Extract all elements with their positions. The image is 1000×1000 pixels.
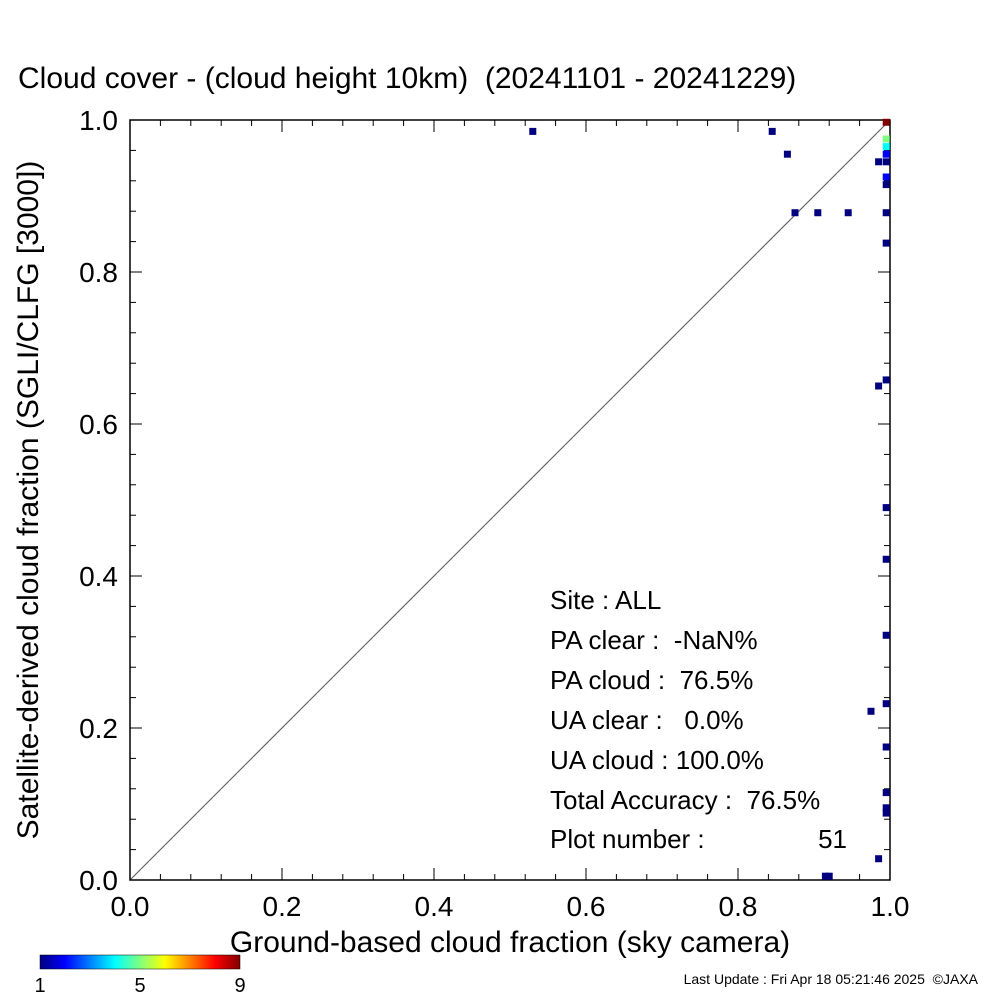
data-point — [844, 209, 852, 217]
one-to-one-line — [129, 119, 891, 881]
data-point — [882, 135, 890, 143]
stats-box: Site : ALL PA clear : -NaN% PA cloud : 7… — [550, 585, 847, 854]
data-point — [867, 707, 875, 715]
data-point — [825, 872, 833, 880]
data-point — [875, 382, 883, 390]
y-tick-label: 1.0 — [79, 105, 118, 136]
axis-ticks — [129, 119, 891, 881]
y-tick-labels: 0.0 0.2 0.4 0.6 0.8 1.0 — [79, 105, 118, 896]
data-point — [882, 150, 890, 158]
stat-plot-number-value: 51 — [818, 824, 847, 854]
data-point — [529, 127, 537, 135]
x-axis-title: Ground-based cloud fraction (sky camera) — [230, 926, 790, 959]
data-point — [882, 555, 890, 563]
data-point — [882, 804, 890, 812]
colorbar-tick-label: 9 — [234, 975, 245, 997]
data-point — [768, 127, 776, 135]
colorbar-tick-label: 1 — [34, 975, 45, 997]
y-tick-label: 0.0 — [79, 865, 118, 896]
stat-site: Site : ALL — [550, 585, 661, 615]
data-point — [882, 789, 890, 797]
stat-ua-cloud: UA cloud : 100.0% — [550, 745, 764, 775]
chart-title: Cloud cover - (cloud height 10km) (20241… — [18, 62, 796, 95]
data-point — [882, 504, 890, 512]
data-point — [882, 158, 890, 166]
stat-plot-number-label: Plot number : — [550, 824, 705, 854]
x-tick-label: 0.8 — [719, 891, 758, 922]
data-point — [882, 700, 890, 708]
y-tick-label: 0.6 — [79, 409, 118, 440]
y-tick-label: 0.2 — [79, 713, 118, 744]
last-update-text: Last Update : Fri Apr 18 05:21:46 2025 ©… — [684, 971, 979, 987]
data-point — [875, 158, 883, 166]
stat-total-accuracy: Total Accuracy : 76.5% — [550, 785, 820, 815]
x-tick-label: 0.4 — [415, 891, 454, 922]
colorbar-labels: 1 5 9 — [34, 975, 245, 997]
data-point — [882, 631, 890, 639]
x-tick-label: 0.0 — [111, 891, 150, 922]
data-point — [882, 143, 890, 151]
data-point — [791, 209, 799, 217]
data-points — [529, 118, 890, 880]
y-tick-label: 0.8 — [79, 257, 118, 288]
colorbar: 1 5 9 — [34, 954, 246, 997]
x-tick-label: 0.6 — [567, 891, 606, 922]
data-point — [882, 118, 890, 126]
data-point — [783, 150, 791, 158]
stat-pa-clear: PA clear : -NaN% — [550, 625, 758, 655]
data-point — [821, 872, 829, 880]
data-point — [882, 181, 890, 189]
data-point — [814, 209, 822, 217]
plot-area — [129, 119, 891, 881]
data-point — [875, 855, 883, 863]
x-tick-labels: 0.0 0.2 0.4 0.6 0.8 1.0 — [111, 891, 910, 922]
stat-ua-clear: UA clear : 0.0% — [550, 705, 744, 735]
data-point — [882, 809, 890, 817]
data-point — [882, 173, 890, 181]
y-axis-title: Satellite-derived cloud fraction (SGLI/C… — [12, 161, 45, 840]
data-point — [882, 743, 890, 751]
x-tick-label: 1.0 — [871, 891, 910, 922]
colorbar-gradient — [39, 954, 241, 970]
data-point — [882, 209, 890, 217]
colorbar-tick-label: 5 — [134, 975, 145, 997]
stat-pa-cloud: PA cloud : 76.5% — [550, 665, 753, 695]
y-tick-label: 0.4 — [79, 561, 118, 592]
data-point — [882, 239, 890, 247]
data-point — [882, 376, 890, 384]
x-tick-label: 0.2 — [263, 891, 302, 922]
